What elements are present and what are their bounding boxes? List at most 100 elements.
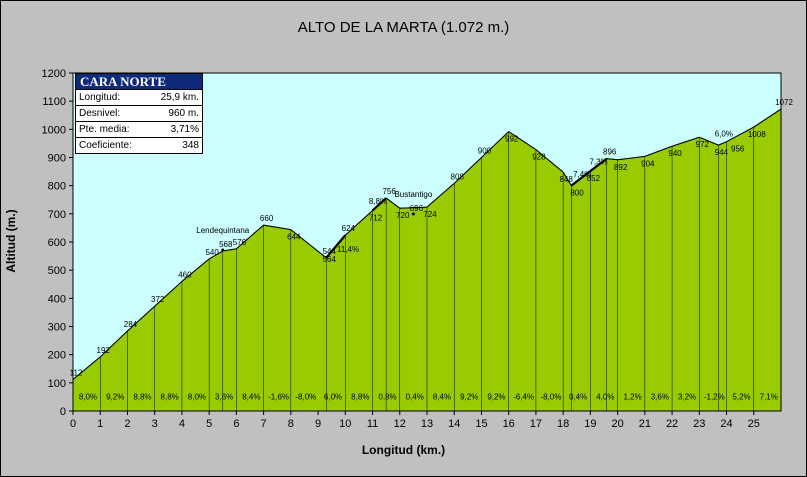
profile-segment [222,248,237,252]
x-tick-label: 4 [179,418,185,430]
elevation-label: 940 [668,149,682,158]
info-label: Desnivel: [79,108,121,119]
steep-section [570,157,608,187]
elevation-label: 724 [423,210,437,219]
elevation-label: 720 [396,211,410,220]
profile-segment [236,224,264,250]
elevation-label: 284 [124,320,138,329]
x-tick-label: 15 [475,418,487,430]
segment-gradient-label: 8,8% [161,393,179,402]
landmark-label: Bustantigo [394,190,432,199]
segment-gradient-label: 0,4% [406,393,424,402]
profile-segment [344,210,373,236]
y-tick-label: 500 [48,265,66,277]
landmark-marker [221,248,225,252]
x-tick-label: 23 [693,418,705,430]
info-label: Pte. media: [79,124,130,135]
x-tick-label: 18 [557,418,569,430]
y-tick-label: 900 [48,153,66,165]
elevation-label: 956 [731,145,745,154]
info-value: 3,71% [170,124,199,135]
info-value: 25,9 km. [160,92,199,103]
steep-gradient-label: 6,0% [715,129,733,138]
x-tick-label: 16 [503,418,515,430]
elevation-label: 564 [323,255,337,264]
elevation-label: 540 [205,248,219,257]
segment-gradient-label: 4,0% [596,393,614,402]
elevation-label: 944 [715,148,729,157]
profile-segment [399,206,428,209]
segment-gradient-label: 5,2% [732,393,750,402]
x-tick-label: 0 [70,418,76,430]
profile-segment [453,157,482,184]
steep-gradient-label: 7,4% [573,170,591,179]
y-tick-label: 1200 [42,68,66,80]
profile-segment [263,224,291,231]
segment-gradient-label: 3,6% [651,393,669,402]
elevation-label: 800 [570,189,584,198]
steep-gradient-label: 8,8% [369,197,387,206]
profile-segment [535,149,564,173]
x-tick-label: 10 [339,418,351,430]
elevation-label: 928 [532,153,546,162]
profile-segment [644,145,673,157]
segment-gradient-label: 0,4% [569,393,587,402]
info-label: Longitud: [79,92,121,103]
profile-segment [181,258,210,282]
profile-segment [290,229,327,259]
x-tick-label: 19 [584,418,596,430]
elevation-label: 900 [478,147,492,156]
profile-segment [127,305,156,332]
profile-segment [508,131,537,151]
segment-gradient-label: 1,2% [623,393,641,402]
x-tick-label: 1 [97,418,103,430]
elevation-label: 544 [323,247,337,256]
x-tick-label: 11 [367,418,378,430]
x-tick-label: 6 [233,418,239,430]
landmark-label: Lendequintana [196,226,249,235]
y-tick-label: 100 [48,378,66,390]
x-tick-label: 20 [611,418,623,430]
y-tick-label: 800 [48,181,66,193]
segment-gradient-label: 9,2% [487,393,505,402]
y-tick-label: 1000 [42,124,66,136]
segment-gradient-label: 7,1% [760,393,778,402]
segment-gradient-label: 8,0% [79,393,97,402]
segment-gradient-label: 6,0% [324,393,342,402]
steep-section [371,197,387,212]
x-tick-label: 22 [666,418,678,430]
elevation-label: 756 [382,187,396,196]
x-axis-label: Longitud (km.) [361,443,446,457]
profile-segment [72,356,101,380]
info-row-length: Longitud: 25,9 km. [76,89,202,105]
elevation-label: 460 [178,270,192,279]
profile-segment [753,108,782,128]
segment-gradient-label: 8,0% [188,393,206,402]
elevation-label: 892 [614,163,628,172]
profile-segment [426,183,455,208]
segment-gradient-label: -8,0% [295,393,316,402]
y-tick-label: 400 [48,293,66,305]
profile-segment [718,141,727,146]
x-tick-label: 7 [261,418,267,430]
info-row-coefficient: Coeficiente: 348 [76,137,202,153]
segment-gradient-label: 9,2% [460,393,478,402]
profile-segment [671,136,700,147]
info-row-elevation-gain: Desnivel: 960 m. [76,105,202,121]
elevation-label: 112 [70,368,83,377]
x-tick-label: 21 [639,418,651,430]
steep-section [325,234,347,259]
profile-segment [699,136,719,146]
segment-gradient-label: -6,4% [513,393,534,402]
segment-gradient-label: 8,8% [351,393,369,402]
info-box-header: CARA NORTE [76,74,202,89]
segment-gradient-label: 3,6% [215,393,233,402]
segment-gradient-label: 9,2% [106,393,124,402]
elevation-label: 972 [696,140,710,149]
chart-title: ALTO DE LA MARTA (1.072 m.) [297,19,510,36]
elevation-label: 660 [260,214,274,223]
segment-gradient-label: 8,4% [433,393,451,402]
x-tick-label: 25 [748,418,760,430]
elevation-label: 1008 [748,130,766,139]
